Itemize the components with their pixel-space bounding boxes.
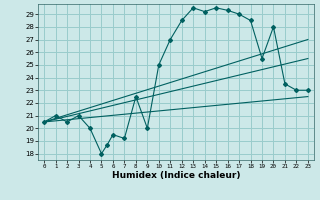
X-axis label: Humidex (Indice chaleur): Humidex (Indice chaleur) — [112, 171, 240, 180]
